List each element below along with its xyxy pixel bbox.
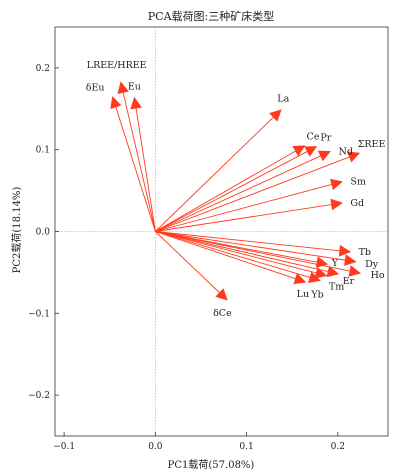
vector-arrowhead-eu bbox=[130, 96, 142, 110]
vector-line-ce bbox=[155, 150, 296, 232]
y-tick-label: −0.1 bbox=[28, 309, 50, 319]
x-tick-label: 0.0 bbox=[148, 442, 163, 452]
vector-line-ce bbox=[155, 231, 220, 293]
vector-arrowhead-tm bbox=[314, 267, 328, 279]
x-tick-label: 0.2 bbox=[331, 442, 345, 452]
vector-line-sm bbox=[155, 184, 332, 232]
vector-label-ree: ΣREE bbox=[358, 139, 386, 150]
vector-label-tm: Tm bbox=[329, 282, 344, 293]
x-tick-label: 0.1 bbox=[239, 442, 253, 452]
vector-label-lu: Lu bbox=[297, 289, 309, 300]
vector-line-la bbox=[155, 116, 274, 232]
vector-arrowhead-pr bbox=[304, 146, 318, 157]
loading-vectors bbox=[110, 81, 362, 301]
vector-arrowhead-lreehree bbox=[117, 81, 129, 95]
vector-arrowhead-er bbox=[326, 265, 340, 278]
vector-line-pr bbox=[155, 151, 308, 232]
y-tick-label: 0.0 bbox=[36, 228, 51, 238]
vector-label-ce: Ce bbox=[307, 132, 320, 143]
x-axis-label: PC1载荷(57.08%) bbox=[168, 459, 255, 471]
vector-arrowhead-lu bbox=[293, 273, 307, 285]
vector-label-ho: Ho bbox=[371, 270, 385, 281]
vector-line-ho bbox=[155, 231, 350, 272]
y-tick-label: 0.2 bbox=[36, 64, 50, 74]
vector-arrowhead-ce bbox=[292, 145, 306, 157]
y-axis-label: PC2载荷(18.14%) bbox=[11, 187, 23, 274]
vector-arrowhead-yb bbox=[308, 271, 322, 284]
vector-line-eu bbox=[135, 108, 156, 232]
vector-arrowhead-gd bbox=[330, 198, 343, 211]
vector-label-dy: Dy bbox=[365, 259, 379, 270]
vector-line-lu bbox=[155, 231, 296, 280]
vector-arrowhead-eu bbox=[110, 95, 122, 110]
chart-title: PCA载荷图:三种矿床类型 bbox=[148, 9, 274, 23]
vector-label-tb: Tb bbox=[359, 247, 371, 258]
vector-line-lreehree bbox=[122, 92, 156, 232]
vector-line-tb bbox=[155, 231, 340, 252]
vector-label-la: La bbox=[277, 94, 289, 105]
vector-arrowhead-ree bbox=[347, 151, 361, 163]
vector-label-lreehree: LREE/HREE bbox=[87, 60, 147, 71]
vector-line-gd bbox=[155, 204, 332, 232]
y-axis-ticks: −0.2 −0.1 0.0 0.1 0.2 bbox=[28, 64, 59, 401]
vector-label-eu: δEu bbox=[86, 83, 105, 94]
y-tick-label: 0.1 bbox=[36, 146, 50, 156]
vector-label-y: Y bbox=[331, 258, 339, 269]
vector-label-eu: Eu bbox=[128, 81, 141, 92]
vector-arrowhead-nd bbox=[317, 150, 332, 162]
vector-line-yb bbox=[155, 231, 311, 278]
reference-lines bbox=[55, 27, 388, 436]
vector-label-gd: Gd bbox=[350, 198, 364, 209]
vector-label-yb: Yb bbox=[310, 290, 323, 301]
vector-arrowhead-ho bbox=[348, 265, 362, 277]
vector-arrowhead-dy bbox=[344, 254, 357, 266]
vector-label-ce: δCe bbox=[213, 308, 232, 319]
vector-line-eu bbox=[115, 106, 156, 232]
vector-label-er: Er bbox=[343, 276, 355, 287]
y-tick-label: −0.2 bbox=[28, 391, 50, 401]
vector-arrowhead-sm bbox=[329, 178, 343, 191]
vector-line-dy bbox=[155, 231, 346, 261]
vector-label-nd: Nd bbox=[339, 146, 353, 157]
vector-line-er bbox=[155, 231, 329, 272]
vector-arrowhead-ce bbox=[215, 288, 228, 301]
vector-label-sm: Sm bbox=[350, 177, 366, 188]
vector-line-nd bbox=[155, 155, 321, 232]
vector-arrowhead-tb bbox=[338, 244, 352, 257]
x-axis-ticks: −0.1 0.0 0.1 0.2 bbox=[53, 432, 345, 452]
x-tick-label: −0.1 bbox=[53, 442, 75, 452]
vector-line-ree bbox=[155, 156, 350, 232]
vector-line-tm bbox=[155, 231, 317, 274]
vector-label-pr: Pr bbox=[320, 132, 331, 143]
vector-arrowhead-la bbox=[269, 109, 282, 122]
